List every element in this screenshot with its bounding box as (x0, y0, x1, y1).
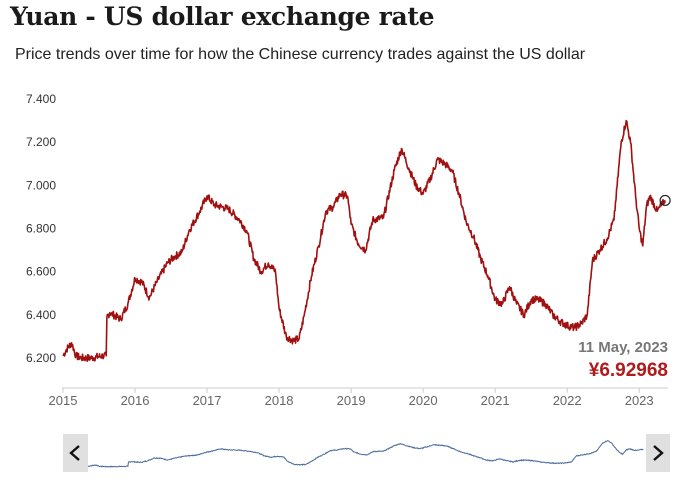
chevron-right-icon (653, 445, 664, 461)
navigator-left-button[interactable] (63, 434, 88, 472)
y-tick-label: 6.800 (26, 222, 56, 236)
y-tick-label: 7.000 (26, 178, 56, 192)
x-tick-label: 2017 (193, 393, 222, 408)
y-tick-label: 6.200 (26, 351, 56, 365)
chart-title: Yuan - US dollar exchange rate (10, 2, 435, 31)
y-tick-label: 7.200 (26, 135, 56, 149)
navigator-series-line (62, 440, 644, 470)
x-tick-label: 2023 (625, 393, 654, 408)
tooltip-value: ¥6.92968 (589, 360, 668, 381)
series-line-cny-usd (62, 119, 666, 362)
navigator-right-button[interactable] (646, 434, 670, 472)
x-tick-label: 2015 (49, 393, 78, 408)
x-axis-ticks: 2015 2016 2017 2018 2019 2020 2021 2022 2023 (49, 388, 654, 408)
hover-marker[interactable] (659, 194, 671, 207)
chevron-left-icon (69, 445, 80, 461)
y-tick-label: 6.600 (26, 265, 56, 279)
x-tick-label: 2018 (265, 393, 294, 408)
x-tick-label: 2021 (481, 393, 510, 408)
tooltip-date: 11 May, 2023 (578, 339, 668, 356)
navigator-window[interactable] (88, 434, 646, 472)
range-navigator[interactable] (62, 434, 670, 472)
x-tick-label: 2022 (553, 393, 582, 408)
x-tick-label: 2016 (121, 393, 150, 408)
y-tick-label: 6.400 (26, 308, 56, 322)
x-tick-label: 2020 (409, 393, 438, 408)
chart-subtitle: Price trends over time for how the Chine… (15, 46, 586, 63)
x-tick-label: 2019 (337, 393, 366, 408)
y-tick-label: 7.400 (26, 92, 56, 106)
y-axis-ticks: 6.200 6.400 6.600 6.800 7.000 7.200 7.400 (26, 92, 56, 365)
